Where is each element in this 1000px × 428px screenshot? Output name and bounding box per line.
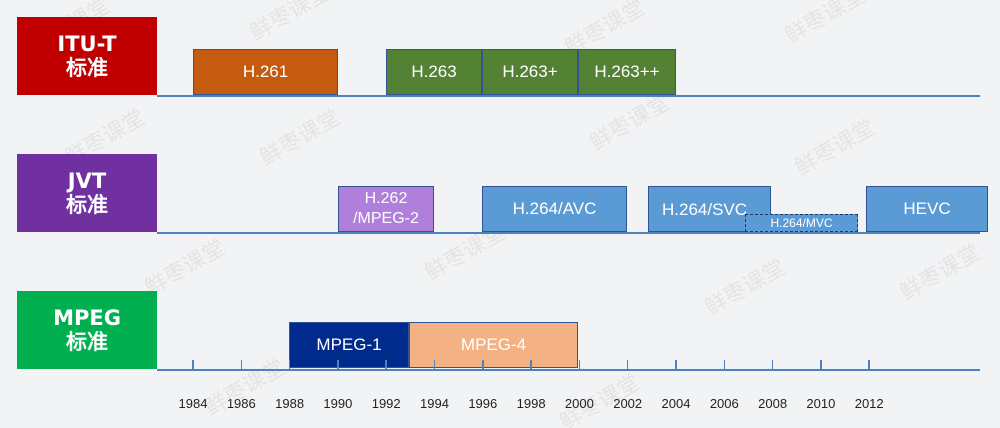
block-h264-mvc-label: H.264/MVC [770,216,833,230]
year-tick [530,360,532,370]
year-label: 1992 [371,396,401,411]
year-label: 2006 [709,396,739,411]
year-tick [482,360,484,370]
block-mpeg4-label: MPEG-4 [460,335,527,354]
block-hevc: HEVC [866,186,988,232]
block-h264-svc: H.264/SVC [648,186,771,232]
block-h263-plus: H.263+ [482,49,578,95]
year-tick [192,360,194,370]
year-tick [578,360,581,370]
year-tick [337,360,339,370]
year-tick [240,360,243,370]
year-label: 1994 [420,396,449,411]
watermark-text: 鲜枣课堂 [780,0,870,49]
mpeg-timeline [157,369,980,371]
block-mpeg1: MPEG-1 [289,322,409,368]
block-h264-avc: H.264/AVC [482,186,627,232]
year-label: 1986 [226,396,256,411]
year-tick [820,360,822,370]
year-label: 1998 [516,396,546,411]
year-tick [675,360,677,370]
year-tick [288,360,291,370]
block-h264-mvc: H.264/MVC [745,214,858,232]
block-h263-label: H.263 [411,62,457,81]
year-label: 2012 [854,396,884,411]
category-itu-t-name: ITU-T [57,32,117,56]
block-h263: H.263 [386,49,482,95]
block-h261-label: H.261 [242,62,289,81]
block-h263-plusplus: H.263++ [578,49,676,95]
watermark-text: 鲜枣课堂 [200,355,290,421]
category-itu-t-sub: 标准 [66,56,108,80]
block-h262-mpeg2: H.262 /MPEG-2 [338,186,434,232]
year-tick [385,360,387,370]
year-label: 1990 [323,396,353,411]
jvt-timeline [157,232,980,234]
year-label: 2004 [661,396,691,411]
block-mpeg2-label: /MPEG-2 [353,210,419,227]
year-label: 2010 [806,396,836,411]
watermark-text: 鲜枣课堂 [245,0,335,46]
year-label: 2008 [758,396,788,411]
watermark-text: 鲜枣课堂 [255,105,345,171]
block-h264-svc-label: H.264/SVC [662,200,748,219]
block-h263-plusplus-label: H.263++ [594,62,660,81]
watermark-text: 鲜枣课堂 [895,240,985,306]
year-tick [626,360,629,370]
year-tick [868,360,870,370]
category-jvt: JVT 标准 [17,154,157,232]
year-tick [433,360,436,370]
year-label: 1988 [275,396,305,411]
category-mpeg-name: MPEG [53,306,121,330]
block-h262-label: H.262 [364,190,408,207]
block-hevc-label: HEVC [903,199,951,218]
block-h264-avc-label: H.264/AVC [512,199,597,218]
year-tick [723,360,726,370]
block-h261: H.261 [193,49,338,95]
year-label: 2000 [564,396,594,411]
block-h263-plus-label: H.263+ [502,62,558,81]
watermark-text: 鲜枣课堂 [700,255,790,321]
block-mpeg4: MPEG-4 [409,322,578,368]
year-label: 2002 [613,396,643,411]
category-itu-t: ITU-T 标准 [17,17,157,95]
category-jvt-sub: 标准 [66,193,108,217]
watermark-text: 鲜枣课堂 [790,115,880,181]
itu-t-timeline [157,95,980,97]
year-label: 1996 [468,396,498,411]
year-tick [771,360,774,370]
category-jvt-name: JVT [67,169,107,193]
category-mpeg: MPEG 标准 [17,291,157,369]
category-mpeg-sub: 标准 [66,330,108,354]
block-mpeg1-label: MPEG-1 [316,335,382,354]
year-label: 1984 [178,396,208,411]
